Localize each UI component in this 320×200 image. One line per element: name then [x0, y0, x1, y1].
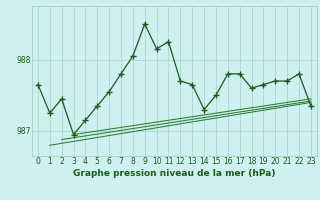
X-axis label: Graphe pression niveau de la mer (hPa): Graphe pression niveau de la mer (hPa) — [73, 169, 276, 178]
